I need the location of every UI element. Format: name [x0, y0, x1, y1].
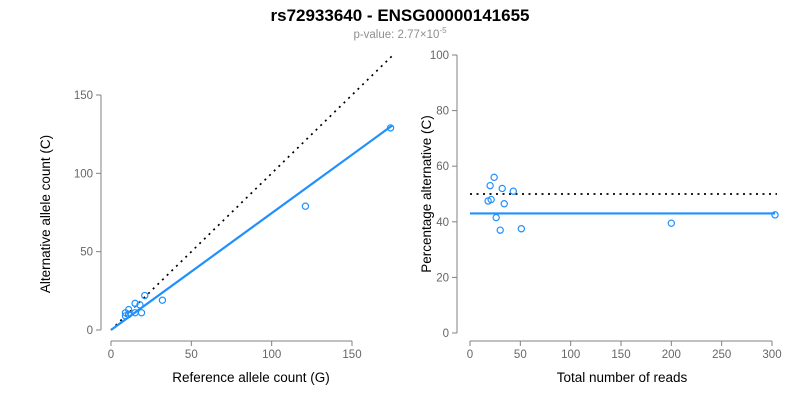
- pvalue-text: p-value: 2.77×10: [353, 28, 440, 41]
- y-tick-label: 60: [436, 161, 449, 173]
- data-point: [131, 299, 139, 308]
- identity-line: [110, 55, 393, 331]
- data-point: [500, 200, 508, 208]
- y-tick-label: 50: [80, 247, 93, 259]
- data-point: [158, 296, 167, 304]
- fit-line: [110, 124, 393, 331]
- data-point: [509, 187, 517, 195]
- y-tick-label: 100: [74, 168, 93, 180]
- data-point: [386, 124, 395, 132]
- data-point: [121, 312, 130, 320]
- x-tick-label: 100: [561, 349, 580, 361]
- y-tick-label: 40: [436, 217, 449, 229]
- data-point: [141, 291, 149, 300]
- x-tick-label: 150: [611, 349, 630, 361]
- x-axis-title: Reference allele count (G): [172, 370, 330, 385]
- x-tick-label: 100: [262, 349, 281, 361]
- y-tick-label: 0: [443, 328, 449, 340]
- data-point: [136, 301, 144, 309]
- data-point: [498, 184, 506, 193]
- x-tick-label: 0: [108, 349, 114, 361]
- y-tick-label: 20: [436, 272, 449, 284]
- data-point: [771, 211, 779, 219]
- data-point: [517, 225, 526, 233]
- left-plot: 0 50 100 150 0 50 100 150 Reference allele count…: [38, 55, 395, 385]
- y-tick-label: 80: [436, 106, 449, 118]
- data-point: [137, 309, 146, 317]
- x-tick-label: 50: [514, 349, 527, 361]
- y-axis-title: Alternative allele count (C): [38, 135, 53, 293]
- y-axis-title: Percentage alternative (C): [419, 115, 434, 273]
- data-point: [492, 213, 500, 222]
- x-axis-title: Total number of reads: [557, 370, 688, 385]
- x-tick-label: 250: [712, 349, 731, 361]
- data-point: [486, 181, 494, 190]
- x-tick-label: 50: [185, 349, 198, 361]
- y-tick-label: 0: [87, 325, 93, 337]
- data-point: [301, 202, 310, 210]
- right-plot: 0 50 100 150 200 250 300 0 20 40 60 80 100 Total numb…: [419, 50, 782, 385]
- data-point: [667, 219, 676, 227]
- pvalue-exponent: -5: [439, 26, 447, 35]
- x-tick-label: 0: [467, 349, 473, 361]
- figure-title: rs72933640 - ENSG00000141655: [270, 6, 530, 25]
- data-point: [496, 226, 504, 234]
- x-tick-label: 150: [342, 349, 361, 361]
- data-point: [484, 197, 492, 205]
- figure-subtitle: p-value: 2.77×10-5: [0, 26, 800, 41]
- x-tick-label: 200: [662, 349, 681, 361]
- y-tick-label: 100: [430, 50, 449, 62]
- data-point: [490, 173, 498, 182]
- y-tick-label: 150: [74, 90, 93, 102]
- x-tick-label: 300: [762, 349, 781, 361]
